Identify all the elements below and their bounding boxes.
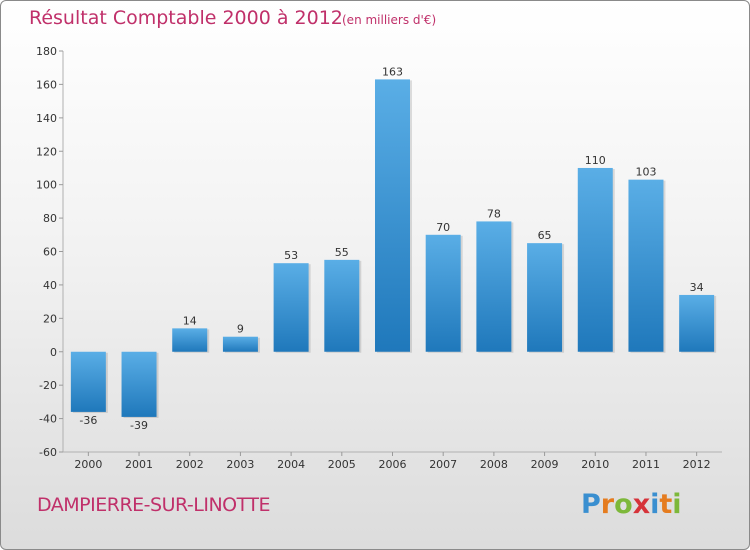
y-tick-label: 140	[36, 112, 57, 125]
bar	[577, 167, 613, 352]
logo-letter: r	[600, 489, 615, 520]
data-label: 14	[183, 314, 197, 327]
x-tick-label: 2005	[328, 458, 356, 471]
bar	[172, 328, 208, 352]
data-label: 78	[487, 207, 501, 220]
logo-letter: t	[659, 489, 673, 520]
x-tick-label: 2011	[632, 458, 660, 471]
y-tick-label: -60	[39, 446, 57, 459]
x-tick-label: 2006	[379, 458, 407, 471]
bar	[628, 179, 664, 352]
bar	[222, 336, 258, 352]
logo-letter: i	[672, 489, 682, 520]
y-tick-label: 100	[36, 179, 57, 192]
data-label: 53	[284, 249, 298, 262]
bar	[476, 221, 512, 352]
bar	[121, 351, 157, 417]
logo-letter: i	[650, 489, 660, 520]
data-label: 110	[585, 154, 606, 167]
data-label: 70	[436, 221, 450, 234]
x-tick-label: 2007	[429, 458, 457, 471]
bar	[273, 263, 309, 352]
bar	[375, 79, 410, 352]
data-label: 9	[237, 323, 244, 336]
data-label: 34	[690, 281, 704, 294]
y-tick-label: 60	[43, 246, 57, 259]
bar	[70, 351, 106, 412]
x-tick-label: 2009	[531, 458, 559, 471]
x-tick-label: 2008	[480, 458, 508, 471]
y-tick-label: 160	[36, 78, 57, 91]
x-tick-label: 2010	[581, 458, 609, 471]
x-tick-label: 2012	[683, 458, 711, 471]
data-label: 55	[335, 246, 349, 259]
x-tick-label: 2002	[176, 458, 204, 471]
bar	[679, 294, 715, 352]
data-label: 65	[538, 229, 552, 242]
y-tick-label: 0	[50, 346, 57, 359]
data-label: 163	[382, 65, 403, 78]
y-tick-label: 40	[43, 279, 57, 292]
x-tick-label: 2001	[125, 458, 153, 471]
proxiti-logo: Proxiti	[581, 489, 682, 520]
y-tick-label: 20	[43, 312, 57, 325]
chart-title: Résultat Comptable 2000 à 2012	[29, 7, 343, 29]
logo-letter: P	[581, 489, 601, 520]
x-tick-label: 2004	[277, 458, 305, 471]
x-tick-label: 2003	[226, 458, 254, 471]
logo-letter: o	[614, 489, 633, 520]
y-tick-label: 120	[36, 145, 57, 158]
logo-letter: x	[632, 489, 651, 520]
chart-subtitle: (en milliers d'€)	[342, 13, 437, 27]
y-tick-label: -20	[39, 379, 57, 392]
y-tick-label: 80	[43, 212, 57, 225]
bar	[425, 234, 461, 352]
y-tick-label: 180	[36, 45, 57, 58]
y-tick-label: -40	[39, 413, 57, 426]
commune-name: DAMPIERRE-SUR-LINOTTE	[37, 494, 271, 516]
bar	[324, 259, 360, 352]
data-label: 103	[635, 166, 656, 179]
bar	[527, 243, 563, 352]
data-label: -36	[79, 414, 97, 427]
data-label: -39	[130, 419, 148, 432]
x-tick-label: 2000	[74, 458, 102, 471]
